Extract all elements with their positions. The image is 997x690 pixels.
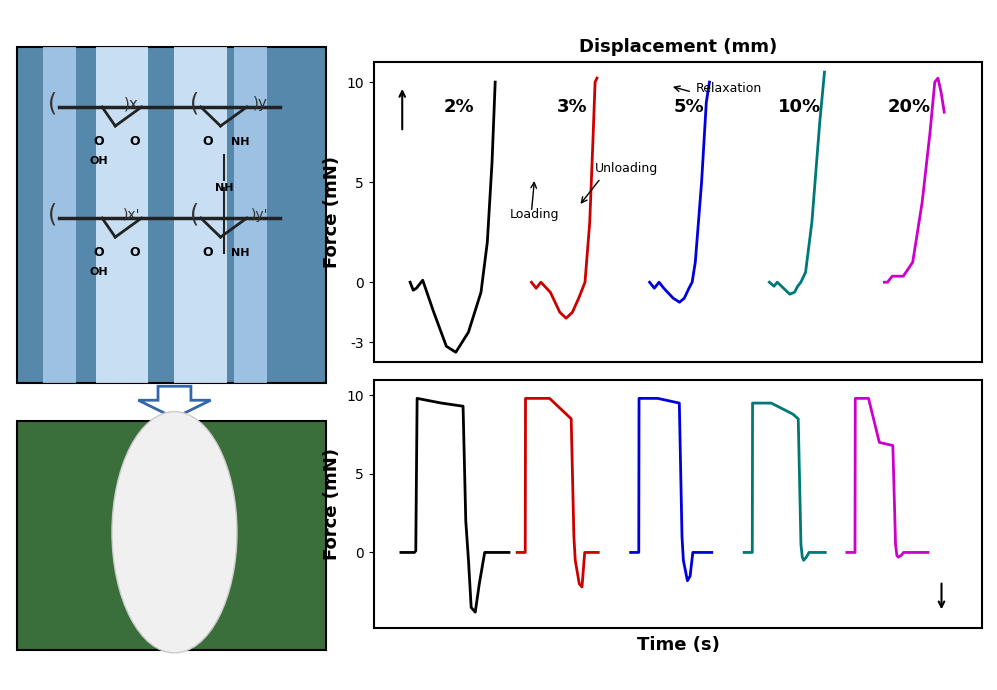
Text: )y': )y' <box>251 208 269 222</box>
Text: )x': )x' <box>123 208 141 222</box>
Text: O: O <box>202 135 212 148</box>
Text: 10%: 10% <box>778 98 821 116</box>
Text: Relaxation: Relaxation <box>695 82 762 95</box>
FancyArrow shape <box>139 386 210 418</box>
Text: OH: OH <box>90 156 108 166</box>
Text: (: ( <box>189 203 198 227</box>
Text: 2%: 2% <box>444 98 475 116</box>
FancyBboxPatch shape <box>96 47 149 383</box>
FancyBboxPatch shape <box>233 47 266 383</box>
Title: Displacement (mm): Displacement (mm) <box>579 39 777 57</box>
Text: O: O <box>94 135 104 148</box>
FancyBboxPatch shape <box>17 421 326 650</box>
Text: OH: OH <box>90 267 108 277</box>
Y-axis label: Force (mN): Force (mN) <box>323 448 341 560</box>
Text: O: O <box>130 246 141 259</box>
X-axis label: Time (s): Time (s) <box>636 636 720 654</box>
Text: 3%: 3% <box>557 98 587 116</box>
Text: NH: NH <box>214 183 233 193</box>
Text: )x: )x <box>125 97 140 111</box>
Text: O: O <box>130 135 141 148</box>
Text: 5%: 5% <box>674 98 704 116</box>
Text: )y: )y <box>252 97 267 111</box>
Y-axis label: Force (mN): Force (mN) <box>323 156 341 268</box>
Text: (: ( <box>189 92 198 116</box>
Text: O: O <box>202 246 212 259</box>
FancyBboxPatch shape <box>43 47 76 383</box>
Text: (: ( <box>48 203 57 227</box>
Text: Unloading: Unloading <box>594 162 658 175</box>
Text: (: ( <box>48 92 57 116</box>
FancyBboxPatch shape <box>17 47 326 383</box>
Text: Loading: Loading <box>509 208 559 221</box>
Text: 20%: 20% <box>888 98 931 116</box>
Text: NH: NH <box>231 248 249 258</box>
Circle shape <box>112 412 237 653</box>
Text: NH: NH <box>231 137 249 147</box>
Text: O: O <box>94 246 104 259</box>
FancyBboxPatch shape <box>174 47 227 383</box>
